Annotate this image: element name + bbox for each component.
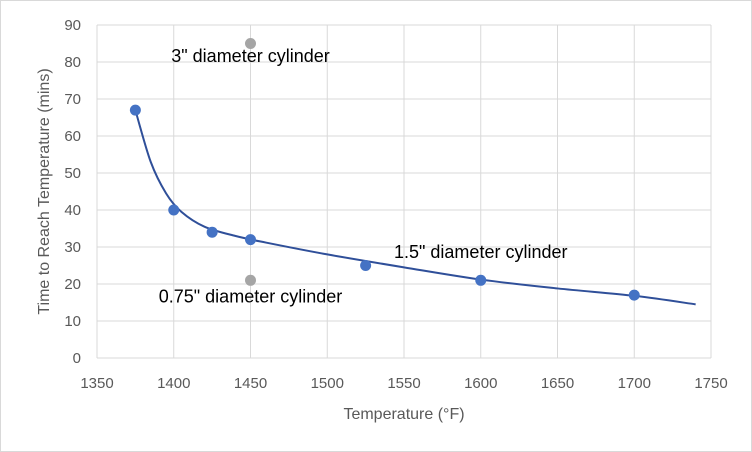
y-axis-title: Time to Reach Temperature (mins) (36, 68, 53, 314)
reference-point (245, 38, 256, 49)
y-tick-label: 50 (64, 165, 81, 182)
y-tick-label: 90 (64, 17, 81, 34)
y-tick-label: 60 (64, 128, 81, 145)
y-tick-label: 10 (64, 313, 81, 330)
x-axis-title: Temperature (°F) (343, 406, 464, 423)
y-tick-label: 0 (73, 350, 81, 367)
data-point (360, 260, 372, 271)
x-tick-label: 1450 (234, 375, 267, 392)
x-tick-label: 1550 (387, 375, 420, 392)
x-tick-label: 1500 (311, 375, 344, 392)
y-tick-label: 80 (64, 54, 81, 71)
data-point (129, 104, 141, 116)
annotation-label: 0.75" diameter cylinder (159, 287, 342, 307)
y-tick-label: 20 (64, 276, 81, 293)
x-tick-label: 1600 (464, 375, 497, 392)
y-tick-label: 30 (64, 239, 81, 256)
data-point (245, 234, 256, 246)
x-tick-label: 1400 (157, 375, 190, 392)
x-tick-label: 1650 (541, 375, 574, 392)
annotation-label: 1.5" diameter cylinder (394, 242, 567, 262)
data-point (628, 289, 640, 301)
data-point (168, 204, 180, 216)
x-tick-label: 1700 (618, 375, 651, 392)
x-tick-label: 1350 (80, 375, 113, 392)
data-point (206, 226, 218, 238)
trendline (134, 109, 696, 306)
data-point (475, 274, 487, 286)
x-tick-label: 1750 (694, 375, 727, 392)
y-tick-label: 70 (64, 91, 81, 108)
reference-point (245, 274, 256, 286)
annotation-label: 3" diameter cylinder (171, 46, 329, 66)
y-tick-label: 40 (64, 202, 81, 219)
